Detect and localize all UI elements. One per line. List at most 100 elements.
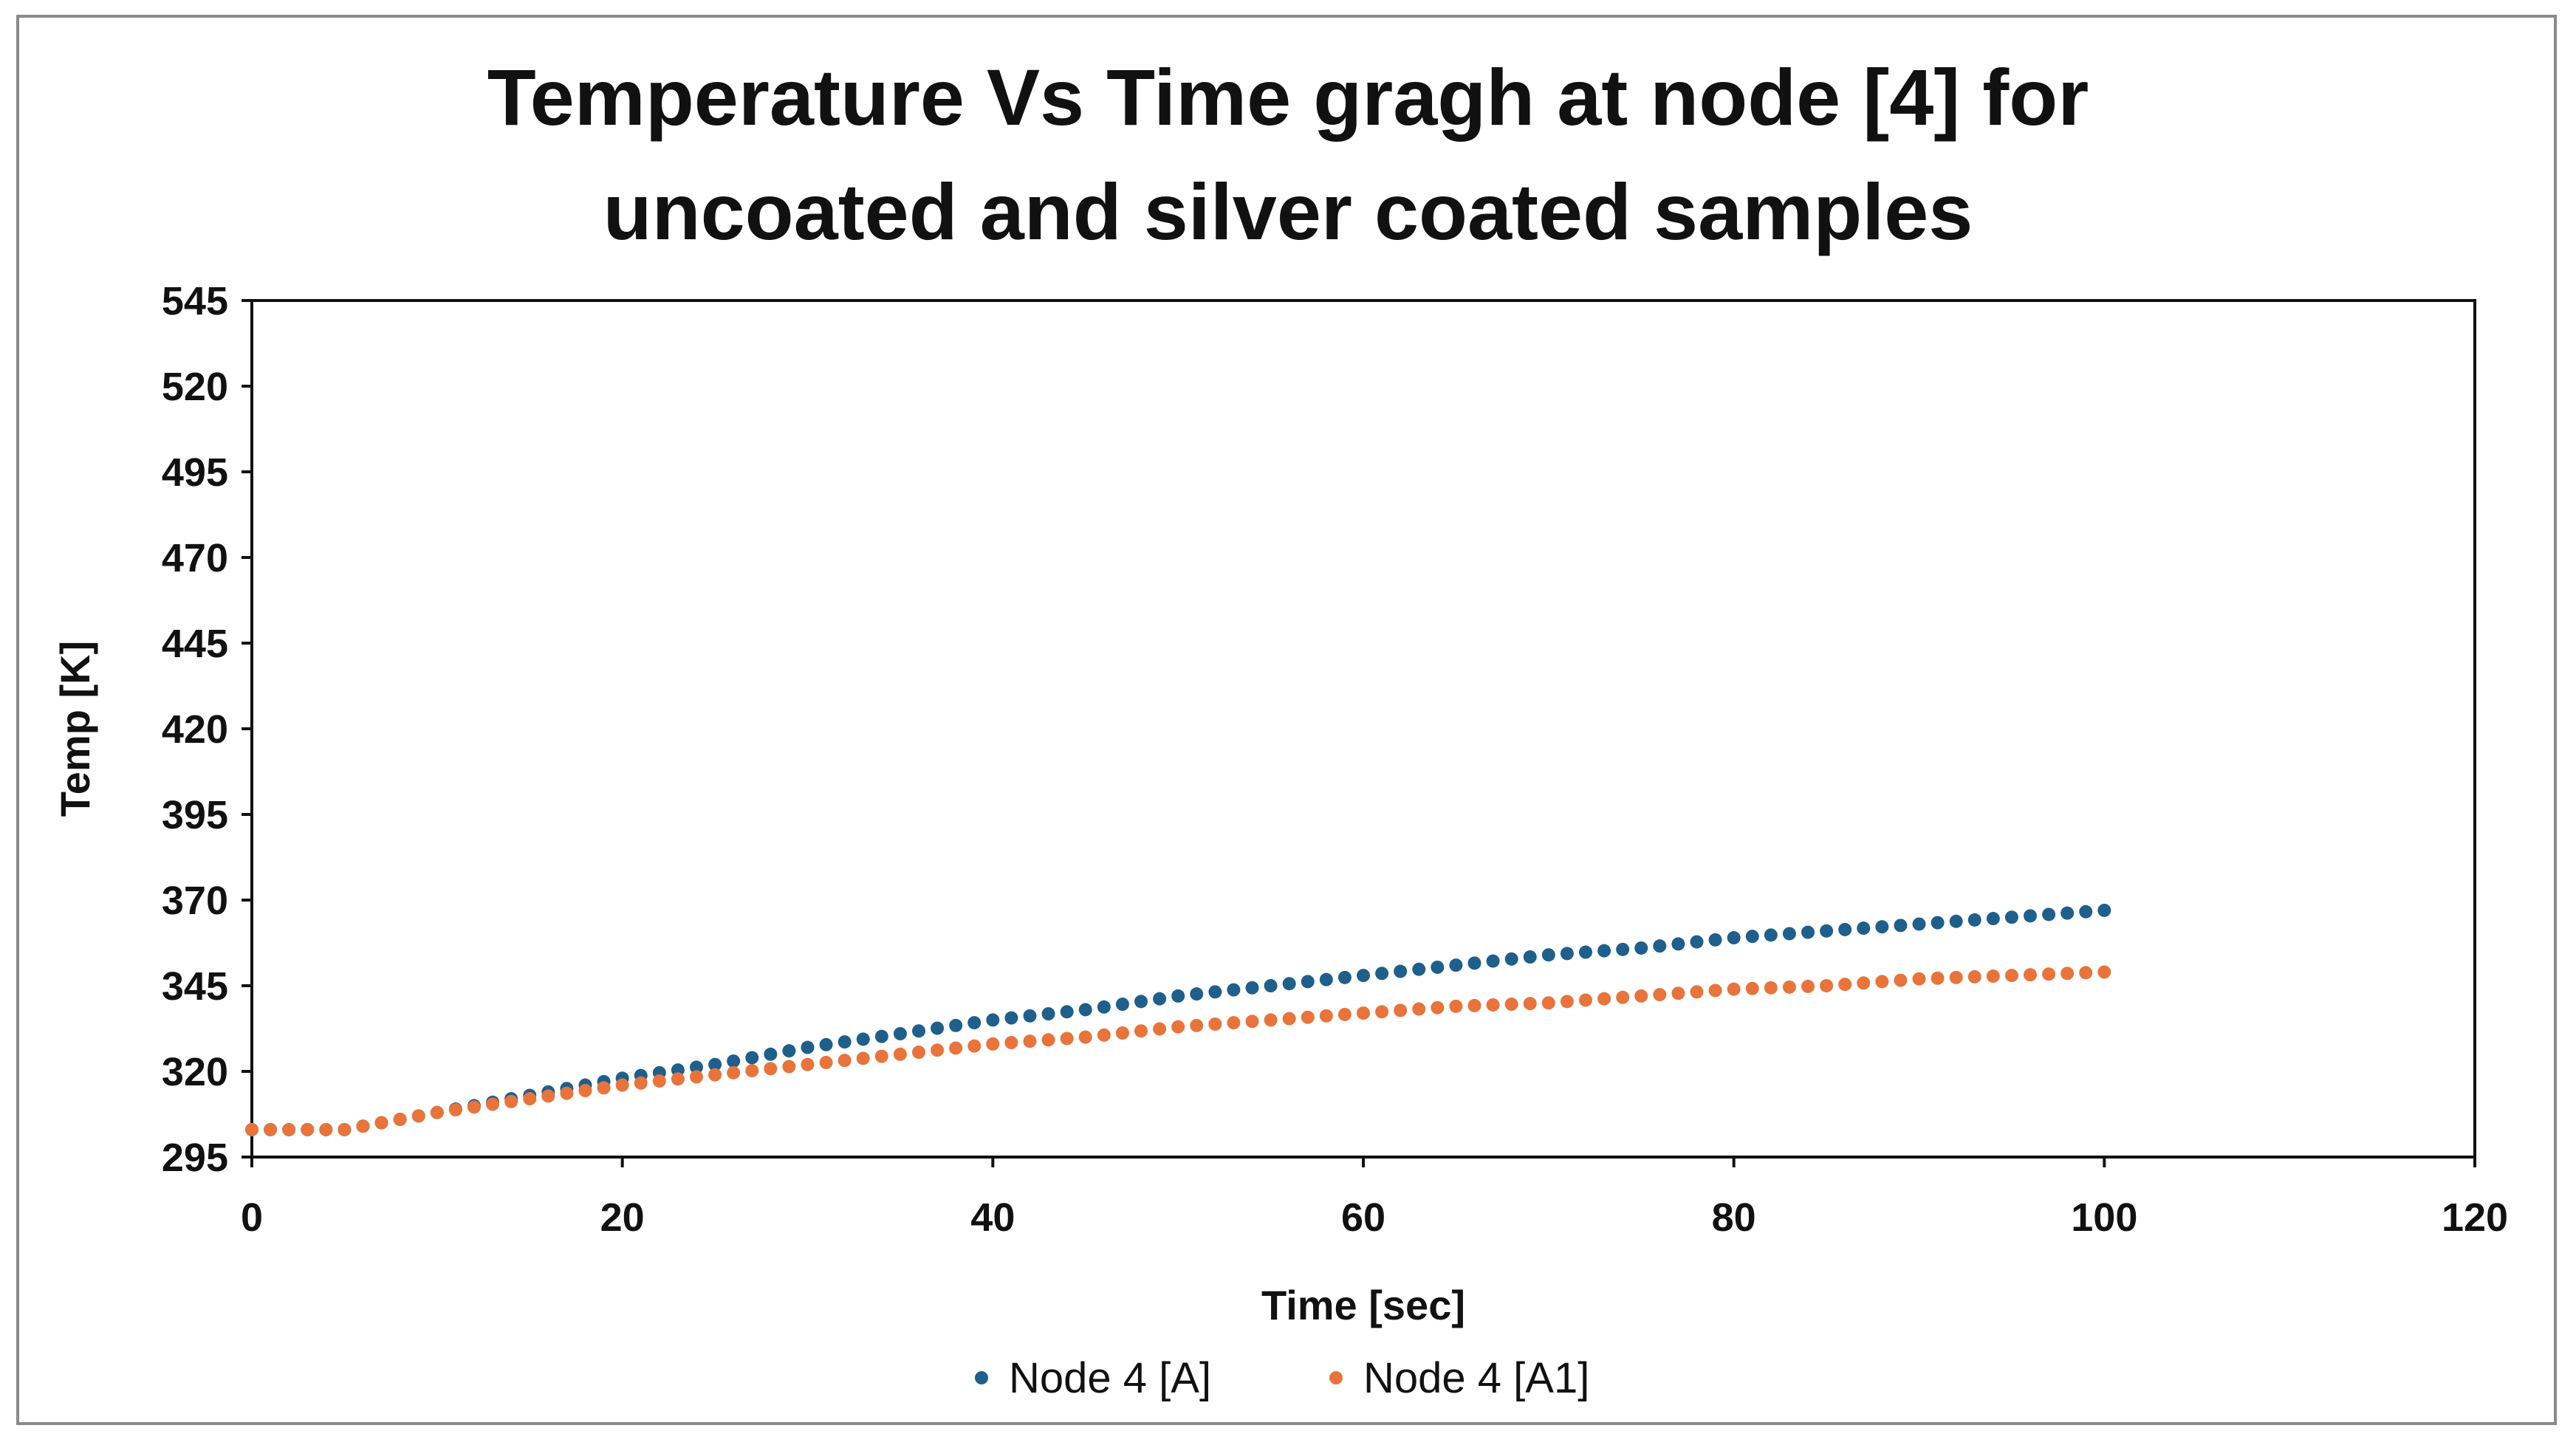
y-tick-label: 445 — [162, 622, 228, 666]
data-point — [1745, 930, 1759, 944]
data-point — [1986, 912, 2000, 926]
y-tick-label: 495 — [162, 450, 228, 495]
x-tick-label: 0 — [241, 1195, 263, 1240]
data-point — [931, 1021, 945, 1035]
data-point — [578, 1083, 592, 1097]
data-point — [1153, 1022, 1167, 1036]
chart-area: Temperature Vs Time gragh at node [4] fo… — [16, 15, 2557, 1425]
data-point — [1949, 914, 1963, 928]
scatter-chart: Temperature Vs Time gragh at node [4] fo… — [52, 52, 2508, 1402]
data-point — [1801, 925, 1815, 939]
data-point — [1894, 973, 1908, 987]
data-point — [1541, 996, 1555, 1010]
data-point — [967, 1016, 982, 1030]
data-point — [430, 1105, 444, 1119]
series-2 — [245, 965, 2111, 1136]
data-point — [541, 1089, 555, 1103]
data-point — [1523, 997, 1537, 1011]
data-point — [727, 1065, 741, 1080]
data-point — [1949, 970, 1963, 984]
data-point — [1671, 937, 1685, 951]
data-point — [1282, 977, 1296, 991]
x-tick-label: 60 — [1341, 1195, 1385, 1240]
data-point — [1227, 1016, 1241, 1030]
data-point — [393, 1112, 407, 1126]
data-point — [912, 1046, 925, 1060]
y-axis: 295 320 345 370 395 420 445 470 495 520 545 — [162, 279, 252, 1180]
data-point — [2079, 966, 2093, 980]
data-point — [1245, 1015, 1259, 1029]
legend-label: Node 4 [A] — [1009, 1354, 1211, 1402]
data-point — [1894, 919, 1908, 933]
data-point — [1394, 1003, 1408, 1017]
x-axis: 0 20 40 60 80 100 120 — [241, 1157, 2508, 1240]
data-point — [1004, 1036, 1018, 1050]
data-point — [411, 1109, 425, 1123]
data-point — [745, 1051, 759, 1065]
data-point — [764, 1047, 778, 1061]
data-point — [2024, 909, 2037, 923]
series-layer — [245, 903, 2111, 1136]
legend-label: Node 4 [A1] — [1363, 1354, 1589, 1402]
y-tick-label: 545 — [162, 279, 228, 323]
data-point — [1912, 972, 1926, 986]
data-point — [931, 1043, 945, 1057]
data-point — [2004, 910, 2018, 924]
data-point — [764, 1062, 778, 1076]
data-point — [1523, 950, 1537, 964]
y-tick-label: 420 — [162, 707, 228, 752]
data-point — [1560, 995, 1574, 1009]
data-point — [1708, 933, 1722, 947]
x-axis-title: Time [sec] — [1261, 1282, 1465, 1328]
data-point — [1504, 952, 1518, 966]
data-point — [819, 1055, 833, 1069]
data-point — [690, 1060, 703, 1074]
x-tick-label: 100 — [2071, 1195, 2137, 1240]
data-point — [1227, 983, 1241, 997]
data-point — [1023, 1034, 1037, 1048]
data-point — [801, 1040, 815, 1054]
data-point — [2042, 907, 2056, 921]
data-point — [1337, 1007, 1352, 1021]
data-point — [301, 1122, 315, 1136]
data-point — [282, 1122, 296, 1136]
plot-area — [250, 299, 2476, 1159]
y-tick-label: 295 — [162, 1136, 228, 1180]
data-point — [1412, 1002, 1426, 1016]
data-point — [986, 1037, 1000, 1051]
data-point — [1208, 985, 1222, 999]
data-point — [1319, 1009, 1333, 1023]
data-point — [986, 1013, 1000, 1027]
data-point — [2079, 905, 2093, 919]
data-point — [1375, 1005, 1389, 1019]
data-point — [615, 1078, 629, 1092]
data-point — [1875, 975, 1889, 989]
x-tick-label: 120 — [2442, 1195, 2508, 1240]
data-point — [1190, 1018, 1204, 1032]
data-point — [634, 1076, 648, 1090]
data-point — [1597, 992, 1611, 1006]
y-tick-label: 370 — [162, 879, 228, 923]
data-point — [2097, 903, 2111, 917]
data-point — [319, 1122, 333, 1136]
data-point — [1115, 998, 1129, 1012]
data-point — [1449, 999, 1463, 1013]
legend-item: Node 4 [A1] — [1329, 1354, 1589, 1402]
data-point — [1579, 945, 1592, 959]
data-point — [1764, 981, 1778, 995]
data-point — [801, 1057, 815, 1071]
data-point — [264, 1122, 278, 1136]
data-point — [1671, 986, 1685, 1000]
y-axis-title: Temp [K] — [52, 641, 98, 817]
data-point — [1412, 962, 1426, 976]
data-point — [819, 1037, 833, 1051]
data-point — [1727, 982, 1741, 996]
y-tick-label: 320 — [162, 1050, 228, 1094]
data-point — [1820, 924, 1834, 938]
data-point — [1801, 979, 1815, 993]
data-point — [1820, 979, 1834, 992]
legend: Node 4 [A] Node 4 [A1] — [975, 1354, 1589, 1402]
data-point — [1171, 989, 1185, 1003]
data-point — [856, 1032, 870, 1046]
data-point — [245, 1122, 258, 1136]
